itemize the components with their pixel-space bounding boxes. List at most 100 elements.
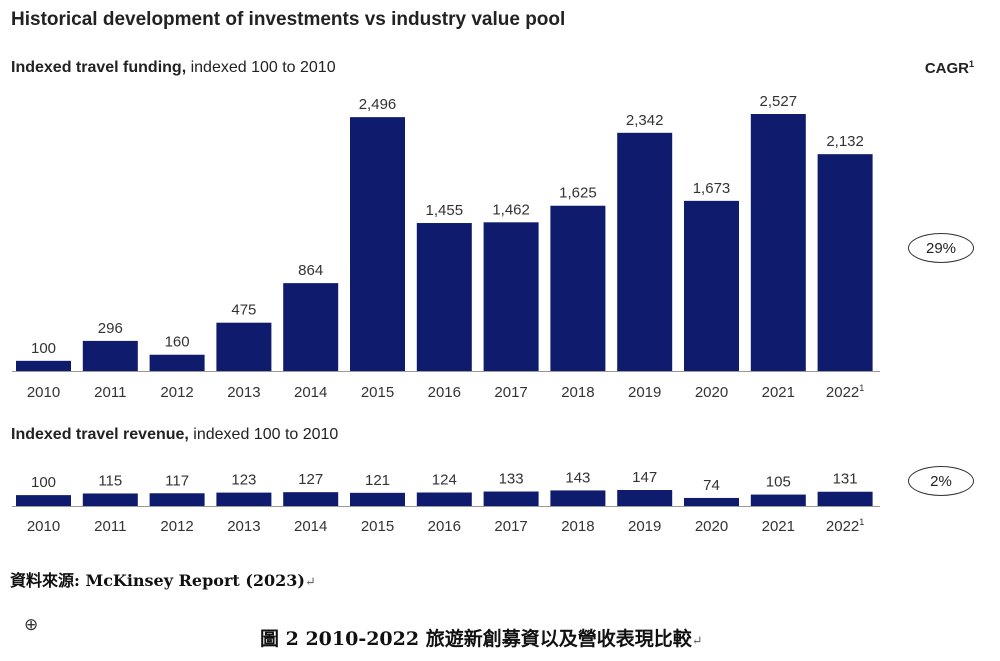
funding-tick-label: 2017 bbox=[494, 384, 527, 401]
funding-bar bbox=[416, 223, 472, 371]
revenue-tick-label: 2021 bbox=[762, 518, 795, 535]
revenue-value-label: 74 bbox=[703, 477, 720, 494]
funding-bar bbox=[149, 354, 205, 371]
revenue-bar bbox=[617, 490, 673, 506]
revenue-value-label: 131 bbox=[833, 471, 858, 488]
cagr-header: CAGR1 bbox=[925, 59, 974, 77]
revenue-bar bbox=[16, 495, 71, 506]
revenue-bar bbox=[216, 492, 272, 506]
revenue-tick-label: 2017 bbox=[494, 518, 527, 535]
revenue-tick-label: 2018 bbox=[561, 518, 594, 535]
funding-chart-title-bold: Indexed travel funding, bbox=[11, 59, 187, 76]
funding-bar bbox=[483, 222, 539, 371]
funding-value-label: 475 bbox=[231, 302, 256, 319]
funding-value-label: 296 bbox=[98, 320, 123, 337]
funding-value-label: 1,673 bbox=[693, 180, 731, 197]
funding-bar bbox=[817, 154, 873, 371]
funding-value-label: 2,496 bbox=[359, 96, 397, 113]
funding-value-label: 160 bbox=[165, 334, 190, 351]
funding-tick-label: 2013 bbox=[227, 384, 260, 401]
revenue-value-label: 143 bbox=[565, 469, 590, 486]
caption-return-mark: ↵ bbox=[691, 634, 703, 649]
funding-value-label: 1,455 bbox=[426, 202, 464, 219]
funding-bar bbox=[617, 132, 673, 371]
revenue-bar bbox=[684, 497, 739, 506]
revenue-tick-label: 2020 bbox=[695, 518, 728, 535]
funding-tick-label: 2012 bbox=[160, 384, 193, 401]
cagr-header-label: CAGR bbox=[924, 60, 969, 77]
funding-bar bbox=[350, 117, 405, 372]
revenue-tick-label: 2012 bbox=[160, 518, 193, 535]
funding-bar bbox=[550, 205, 606, 371]
revenue-tick-label: 2011 bbox=[94, 518, 126, 535]
revenue-chart-title: Indexed travel revenue, indexed 100 to 2… bbox=[11, 426, 338, 444]
figure-caption: 圖 2 2010-2022 旅遊新創募資以及營收表現比較↵ bbox=[260, 624, 703, 651]
funding-bar bbox=[283, 283, 339, 371]
revenue-tick-label: 2016 bbox=[428, 518, 461, 535]
revenue-value-label: 127 bbox=[298, 471, 323, 488]
revenue-chart-title-bold: Indexed travel revenue, bbox=[11, 426, 189, 443]
funding-tick-footnote: 1 bbox=[859, 383, 864, 393]
funding-tick-label: 2018 bbox=[561, 384, 594, 401]
revenue-tick-label: 2010 bbox=[27, 518, 60, 535]
funding-value-label: 2,527 bbox=[760, 93, 798, 110]
revenue-tick-label: 2013 bbox=[227, 518, 260, 535]
revenue-tick-footnote: 1 bbox=[859, 517, 864, 527]
funding-value-label: 2,132 bbox=[826, 133, 864, 150]
figure-caption-text: 圖 2 2010-2022 旅遊新創募資以及營收表現比較 bbox=[260, 628, 692, 650]
funding-value-label: 1,462 bbox=[492, 201, 530, 218]
revenue-bar bbox=[483, 491, 539, 506]
funding-tick-label: 2020 bbox=[695, 384, 728, 401]
funding-bar bbox=[750, 114, 806, 371]
funding-tick-label: 2019 bbox=[628, 384, 661, 401]
bar-charts: 100 2010 296 2011 160 2012 475 2013 864 2014 2,496… bbox=[12, 93, 880, 535]
revenue-tick-label: 20221 bbox=[826, 517, 864, 535]
funding-bar bbox=[216, 322, 272, 371]
revenue-value-label: 115 bbox=[98, 472, 122, 489]
revenue-value-label: 124 bbox=[432, 472, 457, 489]
revenue-bar bbox=[550, 490, 606, 506]
revenue-value-label: 121 bbox=[365, 472, 390, 489]
source-return-mark: ↵ bbox=[305, 575, 316, 590]
funding-bar bbox=[16, 360, 71, 371]
funding-bar bbox=[684, 200, 739, 371]
funding-tick-label: 2014 bbox=[294, 384, 327, 401]
revenue-value-label: 133 bbox=[499, 471, 524, 488]
revenue-bar bbox=[283, 492, 339, 506]
source-label: 資料來源: McKinsey Report (2023) bbox=[10, 571, 306, 590]
revenue-bar bbox=[750, 494, 806, 506]
revenue-cagr-badge: 2% bbox=[908, 466, 974, 496]
funding-tick-label: 2011 bbox=[94, 384, 126, 401]
source-note: 資料來源: McKinsey Report (2023)↵ bbox=[10, 567, 316, 591]
revenue-tick-label: 2015 bbox=[361, 518, 394, 535]
funding-value-label: 1,625 bbox=[559, 185, 597, 202]
revenue-bar bbox=[350, 492, 405, 506]
revenue-chart-title-rest: indexed 100 to 2010 bbox=[188, 426, 339, 443]
funding-bar bbox=[82, 340, 138, 371]
funding-tick-label: 20221 bbox=[826, 383, 864, 401]
funding-tick-label: 2021 bbox=[762, 384, 795, 401]
revenue-value-label: 147 bbox=[632, 469, 657, 486]
revenue-bar bbox=[416, 492, 472, 506]
funding-tick-label: 2016 bbox=[428, 384, 461, 401]
cagr-header-footnote: 1 bbox=[968, 59, 974, 69]
revenue-tick-label: 2014 bbox=[294, 518, 327, 535]
funding-value-label: 864 bbox=[298, 262, 323, 279]
revenue-value-label: 117 bbox=[165, 472, 189, 489]
funding-tick-label: 2010 bbox=[27, 384, 60, 401]
funding-cagr-badge: 29% bbox=[908, 233, 974, 263]
revenue-tick-label: 2019 bbox=[628, 518, 661, 535]
anchor-cross-icon[interactable]: ⊕ bbox=[24, 615, 39, 634]
revenue-value-label: 105 bbox=[766, 474, 791, 491]
funding-tick-label: 2015 bbox=[361, 384, 394, 401]
funding-value-label: 2,342 bbox=[626, 112, 664, 129]
revenue-bar bbox=[149, 493, 205, 506]
funding-chart-title-rest: indexed 100 to 2010 bbox=[186, 59, 336, 76]
funding-value-label: 100 bbox=[31, 340, 56, 357]
revenue-bar bbox=[817, 491, 873, 506]
page-title: Historical development of investments vs… bbox=[11, 9, 566, 30]
revenue-value-label: 123 bbox=[231, 472, 256, 489]
funding-chart-title: Indexed travel funding, indexed 100 to 2… bbox=[11, 59, 336, 77]
revenue-value-label: 100 bbox=[31, 474, 56, 491]
revenue-bar bbox=[82, 493, 138, 506]
